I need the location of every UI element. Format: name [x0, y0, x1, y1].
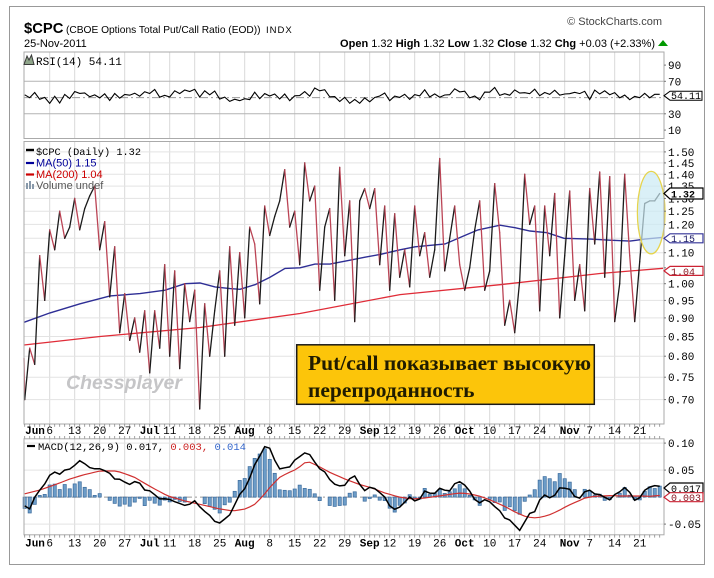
svg-text:0.75: 0.75 [668, 373, 694, 385]
svg-text:перепроданность: перепроданность [308, 378, 475, 402]
svg-text:21: 21 [633, 426, 647, 438]
svg-text:54.11: 54.11 [671, 92, 701, 103]
svg-text:24: 24 [533, 426, 547, 438]
svg-text:Nov: Nov [560, 426, 580, 438]
svg-text:18: 18 [188, 426, 201, 438]
svg-text:25: 25 [213, 426, 226, 438]
svg-text:20: 20 [93, 426, 106, 438]
svg-text:Nov: Nov [560, 539, 580, 551]
svg-text:21: 21 [633, 539, 647, 551]
svg-text:26: 26 [433, 426, 446, 438]
svg-text:-0.05: -0.05 [668, 520, 701, 532]
svg-text:Sep: Sep [360, 539, 380, 551]
svg-text:25: 25 [213, 539, 226, 551]
svg-text:MA(200) 1.04: MA(200) 1.04 [36, 169, 103, 181]
svg-text:10: 10 [483, 426, 496, 438]
svg-text:30: 30 [668, 110, 681, 122]
svg-text:Aug: Aug [235, 539, 255, 551]
svg-text:8: 8 [266, 426, 273, 438]
svg-text:1.10: 1.10 [668, 249, 694, 261]
svg-text:Volume undef: Volume undef [36, 180, 104, 192]
svg-text:1.04: 1.04 [671, 268, 695, 279]
svg-text:Sep: Sep [360, 426, 380, 438]
svg-text:20: 20 [93, 539, 106, 551]
svg-text:6: 6 [46, 539, 53, 551]
svg-text:18: 18 [188, 539, 201, 551]
svg-text:12: 12 [383, 539, 396, 551]
svg-text:14: 14 [608, 426, 622, 438]
svg-text:70: 70 [668, 77, 681, 89]
svg-text:22: 22 [313, 426, 326, 438]
svg-text:0.80: 0.80 [668, 352, 694, 364]
svg-text:0.10: 0.10 [668, 439, 694, 451]
svg-text:1.15: 1.15 [671, 235, 695, 246]
svg-text:1.25: 1.25 [668, 207, 694, 219]
svg-text:0.70: 0.70 [668, 396, 694, 408]
svg-text:$CPC (Daily) 1.32: $CPC (Daily) 1.32 [36, 147, 141, 159]
svg-text:19: 19 [408, 426, 421, 438]
svg-text:8: 8 [266, 539, 273, 551]
svg-text:Chessplayer: Chessplayer [66, 372, 183, 394]
svg-text:27: 27 [118, 539, 131, 551]
svg-text:MACD(12,26,9) 0.017, 0.003, 0.: MACD(12,26,9) 0.017, 0.003, 0.014 [38, 442, 246, 454]
svg-text:0.003: 0.003 [671, 494, 701, 505]
svg-text:26: 26 [433, 539, 446, 551]
svg-text:24: 24 [533, 539, 547, 551]
svg-text:29: 29 [338, 539, 351, 551]
svg-text:Aug: Aug [235, 426, 255, 438]
svg-text:0.05: 0.05 [668, 466, 694, 478]
svg-text:0.95: 0.95 [668, 296, 694, 308]
svg-text:Jul: Jul [140, 426, 160, 438]
svg-text:15: 15 [288, 426, 301, 438]
svg-text:14: 14 [608, 539, 622, 551]
svg-text:RSI(14) 54.11: RSI(14) 54.11 [36, 57, 122, 69]
svg-text:6: 6 [46, 426, 53, 438]
svg-text:1.50: 1.50 [668, 148, 694, 160]
svg-text:90: 90 [668, 61, 681, 73]
svg-text:(CBOE Options Total Put/Call R: (CBOE Options Total Put/Call Ratio (EOD)… [66, 25, 261, 36]
svg-text:13: 13 [68, 539, 81, 551]
svg-text:Open 1.32 High 1.32 Low 1.32 C: Open 1.32 High 1.32 Low 1.32 Close 1.32 … [340, 38, 655, 50]
svg-text:22: 22 [313, 539, 326, 551]
svg-text:0.017: 0.017 [671, 485, 701, 496]
svg-text:7: 7 [586, 426, 593, 438]
svg-text:27: 27 [118, 426, 131, 438]
svg-text:11: 11 [163, 539, 177, 551]
svg-text:$CPC: $CPC [24, 21, 64, 37]
svg-text:7: 7 [586, 539, 593, 551]
svg-text:1.20: 1.20 [668, 220, 694, 232]
svg-text:15: 15 [288, 539, 301, 551]
svg-text:1.40: 1.40 [668, 170, 694, 182]
svg-text:0.90: 0.90 [668, 314, 694, 326]
svg-text:29: 29 [338, 426, 351, 438]
svg-text:MA(50) 1.15: MA(50) 1.15 [36, 158, 97, 170]
svg-text:Oct: Oct [455, 426, 475, 438]
svg-text:25-Nov-2011: 25-Nov-2011 [24, 38, 87, 50]
svg-text:Put/call показывает высокую: Put/call показывает высокую [308, 351, 591, 375]
svg-text:13: 13 [68, 426, 81, 438]
svg-text:1.32: 1.32 [671, 190, 695, 201]
svg-text:© StockCharts.com: © StockCharts.com [567, 16, 662, 28]
svg-text:10: 10 [668, 126, 681, 138]
svg-text:17: 17 [508, 539, 521, 551]
svg-text:17: 17 [508, 426, 521, 438]
svg-text:INDX: INDX [266, 25, 293, 36]
svg-text:1.45: 1.45 [668, 159, 694, 171]
svg-text:Jun: Jun [25, 426, 45, 438]
svg-text:19: 19 [408, 539, 421, 551]
svg-text:11: 11 [163, 426, 177, 438]
svg-text:12: 12 [383, 426, 396, 438]
svg-text:1.00: 1.00 [668, 280, 694, 292]
svg-text:10: 10 [483, 539, 496, 551]
svg-text:Oct: Oct [455, 539, 475, 551]
svg-text:Jul: Jul [140, 539, 160, 551]
svg-text:Jun: Jun [25, 539, 45, 551]
svg-text:0.85: 0.85 [668, 333, 694, 345]
